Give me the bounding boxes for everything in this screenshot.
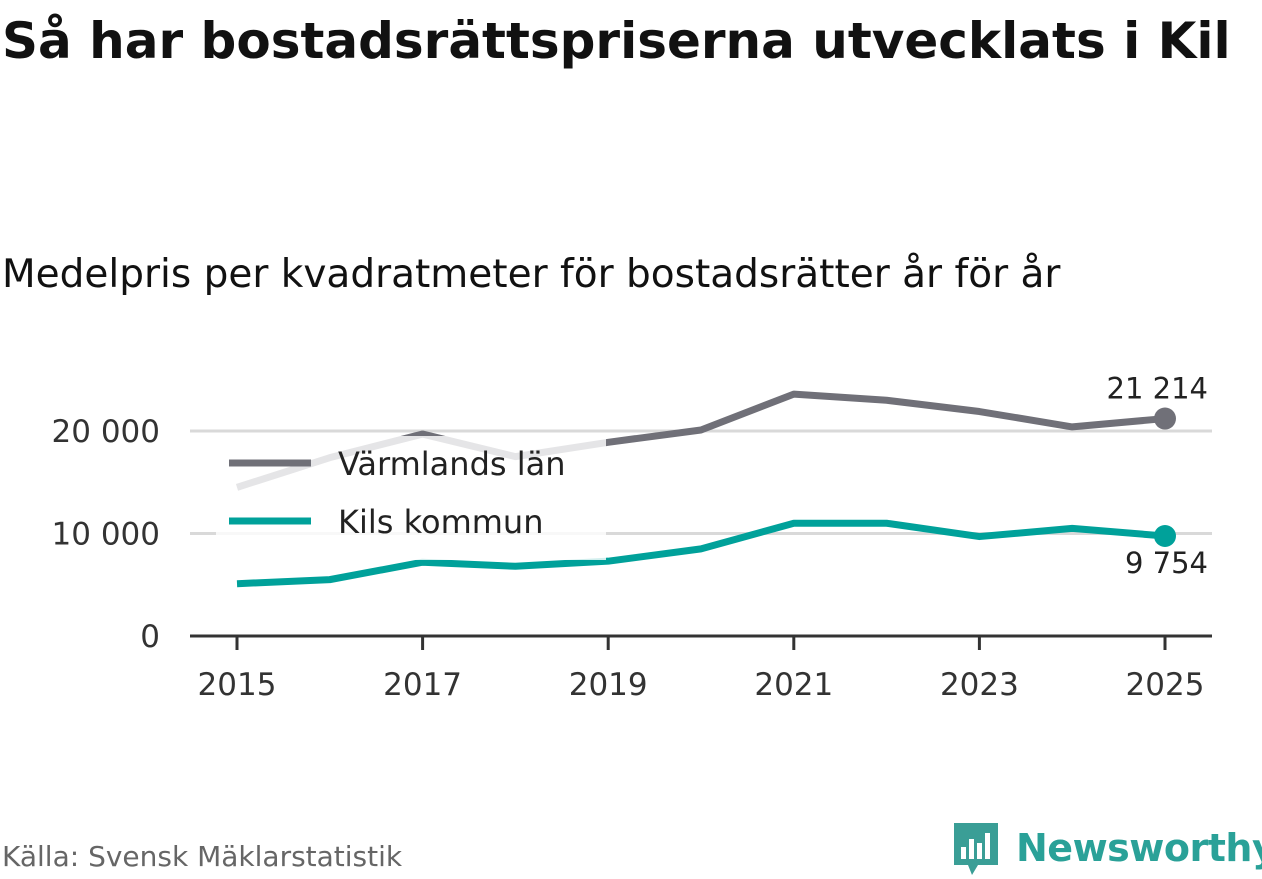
x-tick-label: 2021 xyxy=(754,667,833,703)
x-tick-label: 2025 xyxy=(1126,667,1205,703)
end-label-lan: 21 214 xyxy=(1107,372,1208,406)
x-tick-label: 2019 xyxy=(569,667,648,703)
y-tick-label: 20 000 xyxy=(52,414,160,450)
x-tick-label: 2017 xyxy=(383,667,462,703)
x-axis: 2015 2017 2019 2021 2023 2025 xyxy=(190,634,1212,703)
x-tick-label: 2023 xyxy=(940,667,1019,703)
y-axis-ticks: 0 10 000 20 000 xyxy=(52,414,160,655)
end-marker-lan xyxy=(1154,407,1176,430)
legend: Värmlands län Kils kommun xyxy=(216,436,606,560)
brand-logo: Newsworthy xyxy=(950,818,1262,878)
chart-title: Så har bostadsrättspriserna utvecklats i… xyxy=(2,12,1231,70)
end-label-kommun: 9 754 xyxy=(1125,546,1208,580)
series-line-kommun xyxy=(236,519,1166,588)
end-marker-kommun xyxy=(1154,525,1176,548)
y-tick-label: 0 xyxy=(140,619,160,655)
legend-label-lan: Värmlands län xyxy=(338,445,566,483)
end-labels: 21 214 9 754 xyxy=(1107,372,1208,580)
y-tick-label: 10 000 xyxy=(52,517,160,553)
brand-name: Newsworthy xyxy=(1016,826,1262,870)
source-note: Källa: Svensk Mäklarstatistik xyxy=(2,840,403,873)
x-tick-label: 2015 xyxy=(198,667,277,703)
legend-background xyxy=(216,436,606,560)
chart-subtitle: Medelpris per kvadratmeter för bostadsrä… xyxy=(2,252,1061,297)
legend-label-kommun: Kils kommun xyxy=(338,503,543,541)
newsworthy-logo-icon xyxy=(954,823,998,875)
